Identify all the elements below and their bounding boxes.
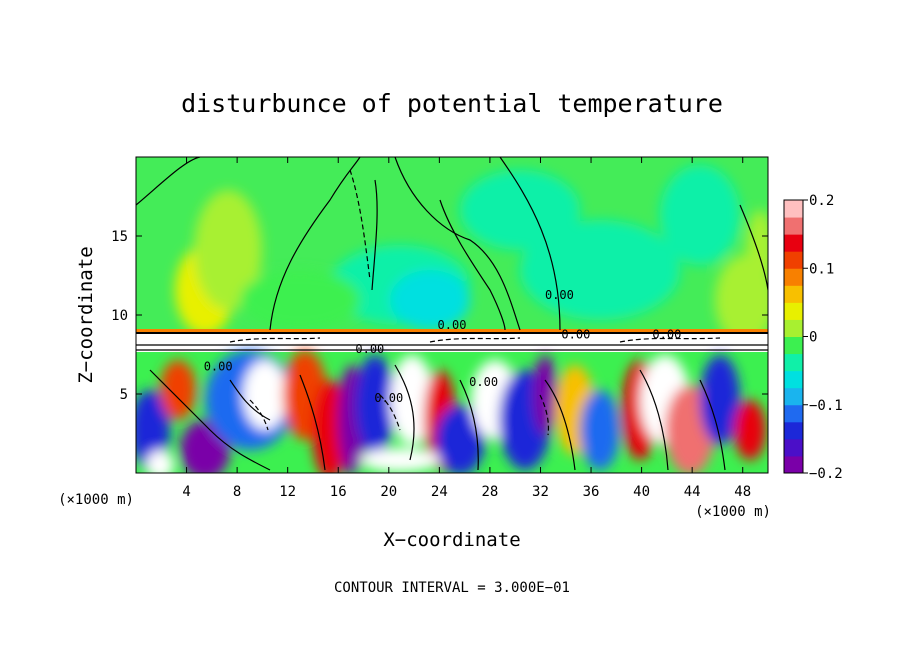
colorbar-cell <box>784 200 803 218</box>
contour-labels: 0.00 0.00 0.00 0.00 0.00 0.00 0.00 0.00 <box>204 288 682 405</box>
x-tick-label: 36 <box>583 484 600 500</box>
colorbar-cells <box>784 200 803 474</box>
x-tick-label: 4 <box>182 484 190 500</box>
contour-label: 0.00 <box>438 318 467 332</box>
colorbar-tick-label: −0.1 <box>809 398 843 414</box>
contour-label: 0.00 <box>355 342 384 356</box>
plot-area <box>136 157 768 473</box>
colorbar-cell <box>784 268 803 286</box>
y-tick-label: 10 <box>111 308 128 324</box>
contour-interval-note: CONTOUR INTERVAL = 3.000E−01 <box>334 580 570 596</box>
x-tick-label: 16 <box>330 484 347 500</box>
colorbar-tick-label: 0 <box>809 330 817 346</box>
colorbar-cell <box>784 387 803 406</box>
contour-label: 0.00 <box>545 288 574 302</box>
chart-title: disturbunce of potential temperature <box>181 89 723 118</box>
x-tick-label: 44 <box>684 484 701 500</box>
colorbar-cell <box>784 234 803 252</box>
x-tick-label: 32 <box>532 484 549 500</box>
x-tick-label: 28 <box>481 484 498 500</box>
x-unit-right: (×1000 m) <box>695 504 771 520</box>
colorbar-cell <box>784 455 803 474</box>
contour-label: 0.00 <box>204 359 233 373</box>
colorbar-cell <box>784 438 803 457</box>
x-axis-ticks: 4 8 12 16 20 24 28 32 36 40 44 48 <box>182 157 751 500</box>
colorbar-tick-label: 0.2 <box>809 193 834 209</box>
upper-variations <box>175 165 768 345</box>
contour-label: 0.00 <box>469 375 498 389</box>
contour-label: 0.00 <box>561 328 590 342</box>
x-unit-left: (×1000 m) <box>58 492 134 508</box>
y-tick-label: 15 <box>111 229 128 245</box>
colorbar-cell <box>784 370 803 389</box>
x-tick-label: 48 <box>734 484 751 500</box>
colorbar-cell <box>784 217 803 235</box>
x-tick-label: 12 <box>279 484 296 500</box>
x-tick-label: 20 <box>380 484 397 500</box>
colorbar-cell <box>784 285 803 303</box>
y-axis-label: Z−coordinate <box>75 246 97 383</box>
colorbar-cell <box>784 404 803 423</box>
colorbar-tick-label: 0.1 <box>809 261 834 277</box>
colorbar-cell <box>784 251 803 269</box>
colorbar-ticks: 0.2 0.1 0 −0.1 −0.2 <box>803 193 843 482</box>
y-axis-ticks: 5 10 15 <box>111 229 768 403</box>
y-tick-label: 5 <box>120 387 128 403</box>
contour-lines <box>136 157 768 471</box>
colorbar-cell <box>784 336 803 355</box>
colorbar-cell <box>784 302 803 320</box>
x-tick-label: 8 <box>233 484 241 500</box>
band-white <box>136 330 768 352</box>
colorbar-cell <box>784 353 803 372</box>
colorbar-tick-label: −0.2 <box>809 466 843 482</box>
x-axis-label: X−coordinate <box>383 529 520 551</box>
x-tick-label: 24 <box>431 484 448 500</box>
x-tick-label: 40 <box>633 484 650 500</box>
colorbar-cell <box>784 319 803 337</box>
colorbar-cell <box>784 421 803 440</box>
contour-label: 0.00 <box>374 391 403 405</box>
colorbar: 0.2 0.1 0 −0.1 −0.2 <box>783 193 843 482</box>
contour-label: 0.00 <box>652 328 681 342</box>
